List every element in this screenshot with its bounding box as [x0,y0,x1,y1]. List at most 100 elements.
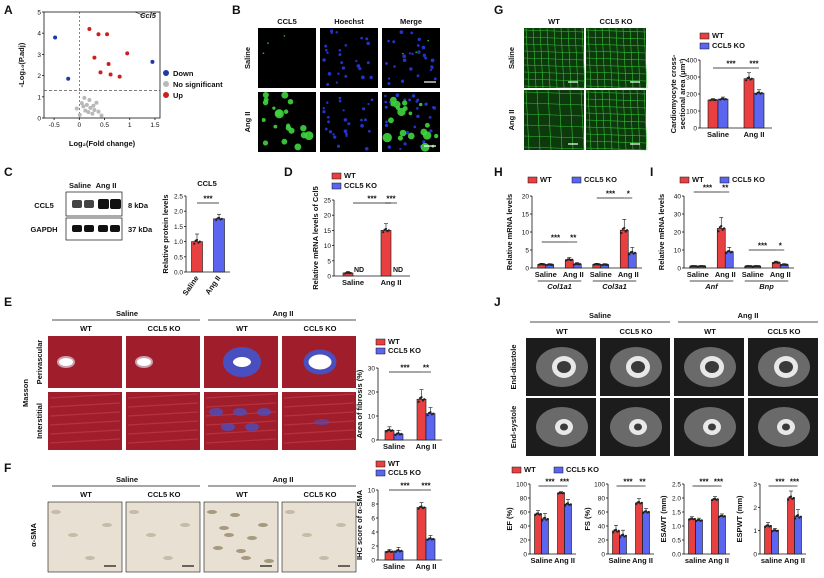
f-group-saline: Saline [116,475,138,484]
b-nucleus [355,59,358,63]
g-membrane [523,57,585,61]
g-membrane [585,64,647,68]
volcano-point [86,110,91,115]
f-legend-label: WT [388,459,400,468]
f-data-point [417,507,420,510]
legend-label-down: Down [173,69,194,78]
b-row-saline: Saline [243,47,252,69]
b-ccl5-signal [427,39,429,42]
g-column-0: WT [548,17,560,26]
b-row-ang-ii: Ang II [243,112,252,133]
j3-x-tick-label: Ang II [784,556,805,565]
c-size-ccl5: 8 kDa [128,201,149,210]
b-nucleus [422,53,427,58]
h-x-tick-label: Ang II [618,270,639,279]
j3-data-point [799,515,802,518]
b-nucleus [329,29,334,33]
g-y-tick-label: 100 [686,109,697,116]
h-x-tick-label: Saline [590,270,612,279]
i-y-tick-label: 30 [674,212,682,219]
b-nucleus [384,94,387,98]
e-data-point [423,398,426,401]
d-data-point [387,229,390,232]
b-nucleus [366,41,370,46]
b-ccl5-signal [397,135,403,141]
volcano-point [108,72,113,77]
h-x-tick-label: Saline [535,270,557,279]
f-stain [85,556,95,560]
g-membrane [523,43,585,47]
j0-y-axis-label: EF (%) [505,507,514,531]
j0-y-tick-label: 0 [523,552,527,559]
b-nucleus [428,115,432,119]
g-membrane [643,27,648,89]
b-nucleus [367,102,370,106]
c-band-ccl5 [98,199,109,209]
g-data-point [745,79,748,82]
b-nucleus [345,132,348,136]
volcano-point [92,107,97,112]
j-column-3: CCL5 KO [768,327,801,336]
j3-data-point [764,525,767,529]
volcano-point [84,102,89,107]
c-chart-title: CCL5 [197,179,217,188]
g-y-tick-label: 300 [686,75,697,82]
e-fiber [205,429,277,435]
j1-y-tick-label: 100 [594,482,605,489]
c-blot-label-ccl5: CCL5 [34,201,54,210]
i-x-tick-label: Ang II [715,270,736,279]
g-membrane [585,119,647,123]
b-nucleus [432,106,437,110]
j3-data-point [794,517,797,520]
e-fiber [49,438,121,444]
g-membrane [525,89,530,151]
g-membrane [585,98,647,102]
d-nd-saline: ND [354,267,364,274]
b-nucleus [347,122,351,126]
g-bar [707,99,719,129]
g-data-point [724,98,727,101]
e-significance-2: ** [423,364,430,373]
g-membrane [523,50,585,54]
h-y-tick-label: 15 [522,212,530,219]
panel-letter-g: G [494,3,503,17]
j1-bar [635,502,643,555]
g-membrane [523,113,585,117]
volcano-point [66,76,71,81]
f-stain [258,523,268,527]
f-stain [264,559,274,563]
g-column-1: CCL5 KO [600,17,633,26]
g-membrane [523,64,585,68]
j-lumen [708,423,716,431]
g-bar [743,78,755,129]
j3-x-tick-label: saline [761,556,782,565]
e-column-0: WT [80,324,92,333]
b-nucleus [424,56,428,60]
j-row-1: End-systole [509,406,518,449]
i-x-tick-label: Saline [742,270,764,279]
e-fiber [127,393,199,399]
b-ccl5-signal [263,97,269,103]
volcano-x-tick-label: 0.5 [100,122,109,129]
j3-significance-1: *** [775,478,785,487]
b-nucleus [416,74,420,78]
j1-data-point [624,534,627,537]
b-nucleus [411,94,416,98]
j0-x-tick-label: Saline [530,556,552,565]
c-band-gapdh [98,225,108,232]
g-membrane [594,89,599,151]
d-y-tick-label: 5 [327,258,331,265]
h-legend-swatch [527,176,538,184]
j3-y-tick-label: 3 [753,482,757,489]
h-data-point [628,253,631,256]
c-blot-label-gapdh: GAPDH [30,225,57,234]
g-membrane [585,85,647,89]
e-fibrosis-patch [245,423,259,431]
g-membrane [629,89,634,151]
g-membrane [569,89,574,151]
e-fiber [205,420,277,426]
f-data-point [400,549,403,553]
b-nucleus [356,64,361,68]
c-y-tick-label: 2.0 [174,209,183,216]
c-y-tick-label: 0.5 [174,254,183,261]
